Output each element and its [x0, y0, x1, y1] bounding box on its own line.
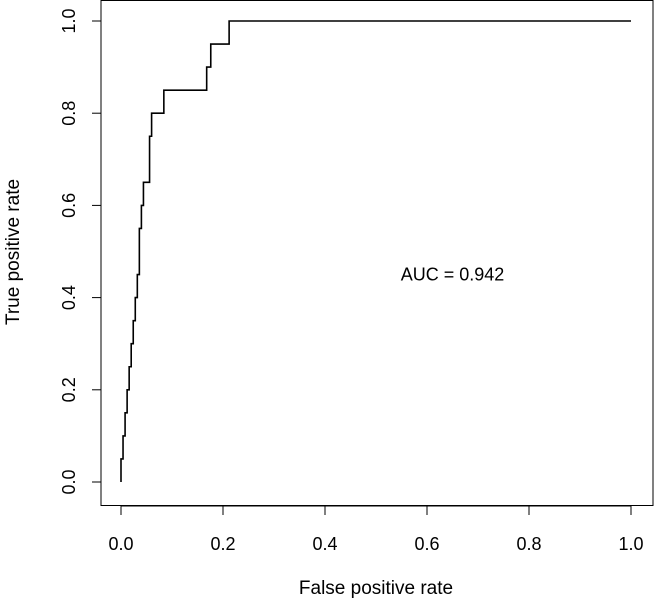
x-tick-label: 0.6 [414, 534, 439, 554]
plot-box [100, 0, 654, 506]
y-axis-title: True positive rate [3, 179, 24, 325]
x-tick-label: 0.8 [516, 534, 541, 554]
y-tick-label: 0.0 [59, 469, 79, 494]
y-tick-label: 0.4 [59, 285, 79, 310]
roc-curve-line [120, 20, 631, 482]
x-tick-label: 0.4 [312, 534, 337, 554]
x-tick-label: 0.2 [210, 534, 235, 554]
x-axis: 0.0 0.2 0.4 0.6 0.8 1.0 [108, 505, 644, 554]
x-tick-label: 1.0 [618, 534, 643, 554]
x-tick-label: 0.0 [108, 534, 133, 554]
y-tick-label: 0.8 [59, 101, 79, 126]
y-tick-label: 0.6 [59, 193, 79, 218]
y-tick-label: 0.2 [59, 377, 79, 402]
x-axis-title: False positive rate [299, 578, 453, 599]
auc-annotation: AUC = 0.942 [401, 265, 505, 285]
y-tick-label: 1.0 [59, 8, 79, 33]
y-axis: 0.0 0.2 0.4 0.6 0.8 1.0 [59, 8, 102, 495]
